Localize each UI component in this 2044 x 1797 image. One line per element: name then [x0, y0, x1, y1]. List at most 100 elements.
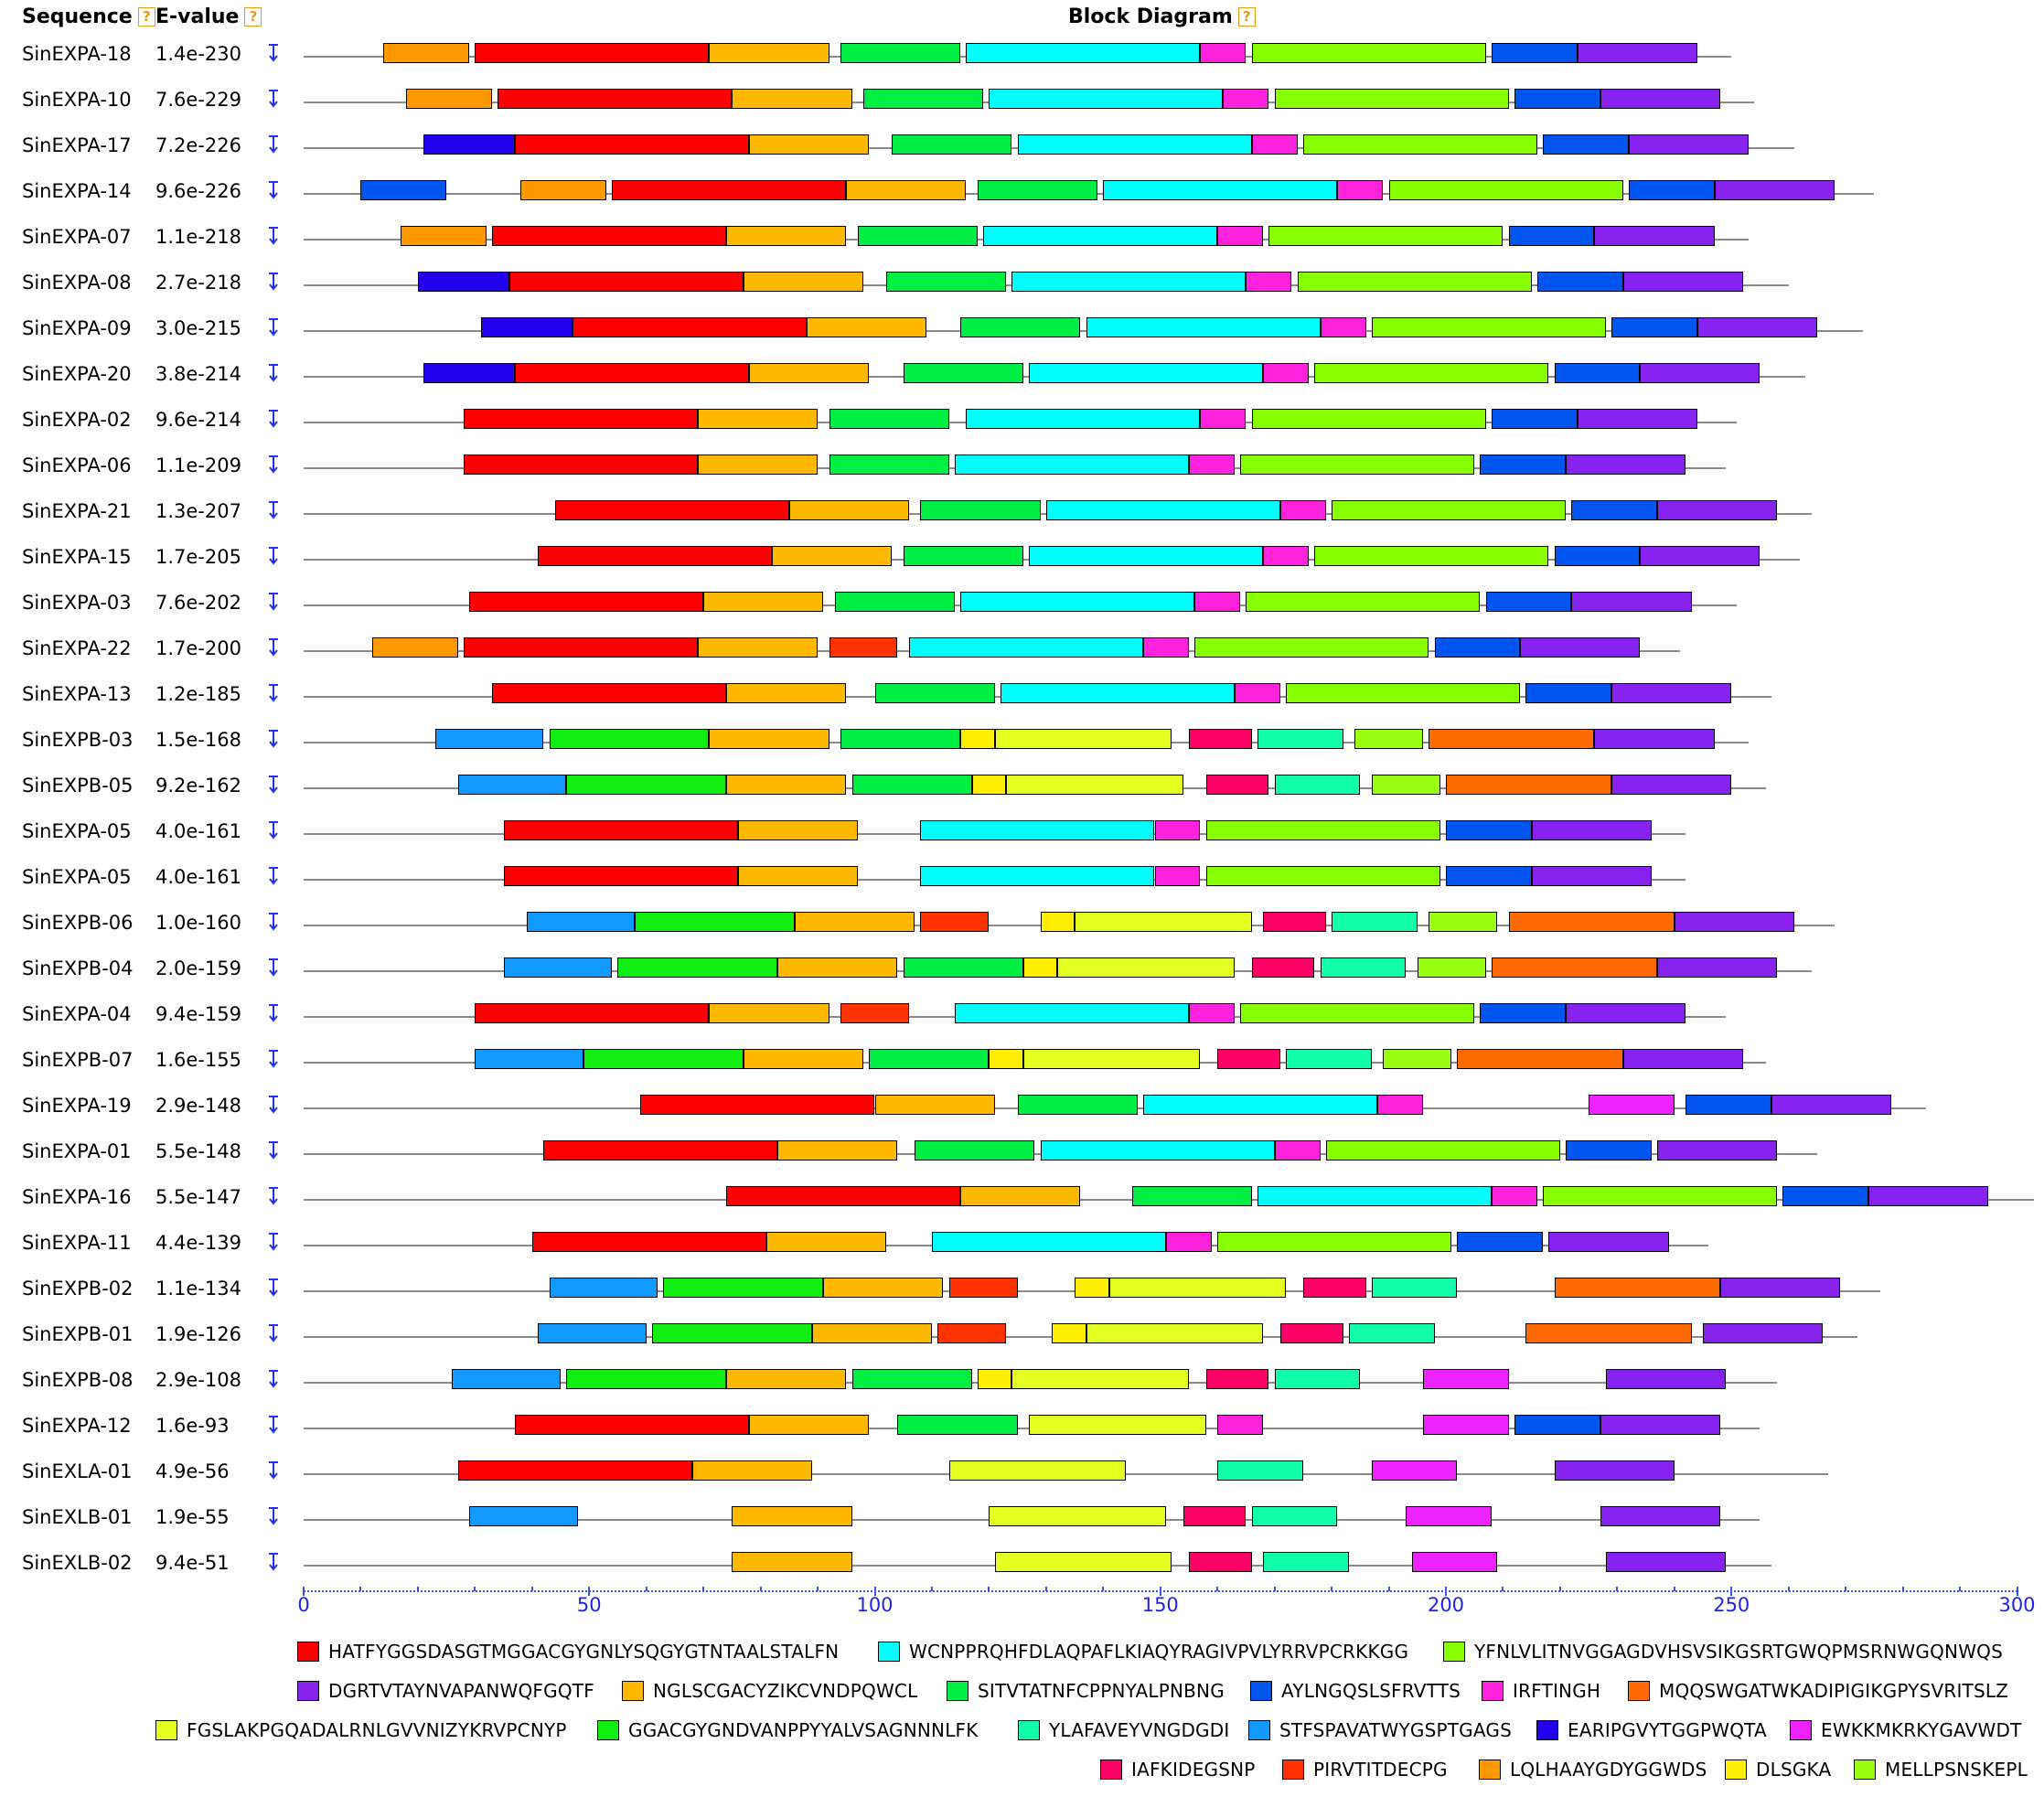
motif-block[interactable] [515, 1415, 750, 1435]
motif-block[interactable] [920, 912, 990, 932]
motif-block[interactable] [1548, 1232, 1669, 1252]
motif-block[interactable] [1520, 637, 1641, 658]
motif-block[interactable] [1286, 683, 1521, 703]
motif-block[interactable] [1782, 1186, 1869, 1206]
motif-block[interactable] [709, 729, 829, 749]
motif-block[interactable] [1154, 866, 1201, 886]
motif-block[interactable] [1268, 226, 1504, 246]
sequence-help-icon[interactable]: ? [137, 7, 155, 27]
sequence-name[interactable]: SinEXPA-11 [22, 1232, 132, 1254]
motif-block[interactable] [1703, 1323, 1824, 1343]
motif-block[interactable] [829, 409, 949, 429]
motif-block[interactable] [920, 500, 1041, 520]
motif-block[interactable] [1605, 1369, 1726, 1389]
motif-block[interactable] [697, 637, 819, 658]
motif-block[interactable] [463, 455, 698, 475]
strand-arrow-icon[interactable] [265, 818, 282, 842]
motif-block[interactable] [795, 912, 915, 932]
sequence-name[interactable]: SinEXPB-04 [22, 957, 134, 979]
motif-block[interactable] [1274, 89, 1509, 109]
sequence-name[interactable]: SinEXPA-19 [22, 1095, 132, 1117]
motif-block[interactable] [1600, 1506, 1720, 1526]
strand-arrow-icon[interactable] [265, 453, 282, 476]
motif-block[interactable] [732, 89, 852, 109]
sequence-name[interactable]: SinEXPA-10 [22, 89, 132, 111]
motif-block[interactable] [1554, 1460, 1675, 1481]
motif-block[interactable] [1143, 1095, 1378, 1115]
sequence-name[interactable]: SinEXPB-02 [22, 1278, 134, 1300]
motif-block[interactable] [1577, 43, 1697, 63]
motif-block[interactable] [1543, 1186, 1778, 1206]
motif-block[interactable] [1320, 957, 1407, 978]
motif-block[interactable] [1388, 180, 1623, 200]
motif-block[interactable] [1566, 1003, 1686, 1023]
motif-block[interactable] [1314, 363, 1549, 383]
motif-block[interactable] [954, 1003, 1189, 1023]
motif-block[interactable] [1000, 683, 1235, 703]
motif-block[interactable] [851, 775, 972, 795]
motif-block[interactable] [1188, 455, 1235, 475]
motif-block[interactable] [1543, 134, 1629, 155]
motif-block[interactable] [709, 1003, 829, 1023]
motif-block[interactable] [1200, 409, 1247, 429]
motif-block[interactable] [549, 1278, 658, 1298]
motif-block[interactable] [1429, 729, 1595, 749]
motif-block[interactable] [1332, 912, 1418, 932]
motif-block[interactable] [823, 1278, 944, 1298]
motif-block[interactable] [417, 272, 509, 292]
motif-block[interactable] [840, 1003, 909, 1023]
motif-block[interactable] [1685, 1095, 1771, 1115]
motif-block[interactable] [1594, 729, 1715, 749]
motif-block[interactable] [1279, 1323, 1343, 1343]
evalue-help-icon[interactable]: ? [244, 7, 262, 27]
motif-block[interactable] [920, 866, 1155, 886]
motif-block[interactable] [1411, 1552, 1498, 1572]
strand-arrow-icon[interactable] [265, 1504, 282, 1528]
motif-block[interactable] [1457, 1049, 1623, 1069]
motif-block[interactable] [1200, 43, 1247, 63]
motif-block[interactable] [869, 1049, 990, 1069]
motif-block[interactable] [954, 455, 1189, 475]
motif-block[interactable] [371, 637, 458, 658]
motif-block[interactable] [503, 866, 738, 886]
motif-block[interactable] [994, 1552, 1172, 1572]
motif-block[interactable] [1600, 1415, 1720, 1435]
motif-block[interactable] [915, 1140, 1035, 1161]
motif-block[interactable] [457, 775, 567, 795]
motif-block[interactable] [1194, 637, 1429, 658]
strand-arrow-icon[interactable] [265, 1139, 282, 1162]
motif-block[interactable] [1423, 1369, 1509, 1389]
motif-block[interactable] [1611, 775, 1732, 795]
motif-block[interactable] [994, 729, 1172, 749]
motif-block[interactable] [1332, 500, 1567, 520]
motif-block[interactable] [737, 866, 858, 886]
motif-block[interactable] [1183, 1506, 1247, 1526]
motif-block[interactable] [1017, 1095, 1138, 1115]
sequence-name[interactable]: SinEXPA-17 [22, 134, 132, 156]
motif-block[interactable] [1491, 957, 1658, 978]
motif-block[interactable] [874, 683, 995, 703]
motif-block[interactable] [538, 546, 773, 566]
motif-block[interactable] [1320, 317, 1366, 337]
motif-block[interactable] [508, 272, 744, 292]
motif-block[interactable] [903, 957, 1023, 978]
motif-block[interactable] [691, 1460, 812, 1481]
motif-block[interactable] [1251, 1506, 1338, 1526]
motif-block[interactable] [1086, 1323, 1264, 1343]
motif-block[interactable] [1297, 272, 1532, 292]
strand-arrow-icon[interactable] [265, 1459, 282, 1482]
motif-block[interactable] [1457, 1232, 1544, 1252]
motif-block[interactable] [1086, 317, 1321, 337]
motif-block[interactable] [554, 500, 789, 520]
motif-block[interactable] [1217, 226, 1264, 246]
motif-block[interactable] [531, 1232, 766, 1252]
motif-block[interactable] [1337, 180, 1384, 200]
strand-arrow-icon[interactable] [265, 544, 282, 568]
strand-arrow-icon[interactable] [265, 727, 282, 751]
motif-block[interactable] [566, 1369, 727, 1389]
motif-block[interactable] [1217, 1415, 1264, 1435]
motif-block[interactable] [897, 1415, 1018, 1435]
motif-block[interactable] [885, 272, 1007, 292]
motif-block[interactable] [1017, 134, 1252, 155]
motif-block[interactable] [1188, 729, 1252, 749]
